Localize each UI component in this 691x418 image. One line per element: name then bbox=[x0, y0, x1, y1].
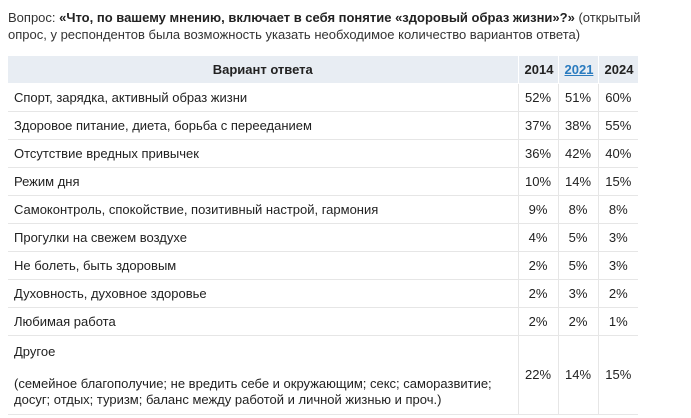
table-row: Духовность, духовное здоровье 2% 3% 2% bbox=[8, 279, 638, 308]
row-value-2024: 3% bbox=[597, 251, 638, 280]
row-value-2021: 51% bbox=[557, 83, 598, 112]
row-value-2014: 37% bbox=[517, 111, 558, 140]
row-value-2021: 8% bbox=[557, 195, 598, 224]
row-option-other: Другое (семейное благополучие; не вредит… bbox=[8, 335, 518, 415]
row-value-2024: 55% bbox=[597, 111, 638, 140]
row-value-2024: 1% bbox=[597, 307, 638, 336]
table-row: Режим дня 10% 14% 15% bbox=[8, 167, 638, 196]
row-value-2024: 8% bbox=[597, 195, 638, 224]
other-title: Другое bbox=[14, 344, 56, 359]
table-row: Самоконтроль, спокойствие, позитивный на… bbox=[8, 195, 638, 224]
row-value-2014: 2% bbox=[517, 251, 558, 280]
header-option: Вариант ответа bbox=[8, 56, 518, 84]
header-year-2021[interactable]: 2021 bbox=[557, 56, 598, 84]
row-value-2021: 38% bbox=[557, 111, 598, 140]
row-value-2024: 2% bbox=[597, 279, 638, 308]
table-row-other: Другое (семейное благополучие; не вредит… bbox=[8, 335, 638, 415]
year-2021-link[interactable]: 2021 bbox=[564, 62, 594, 77]
results-table: Вариант ответа 2014 2021 2024 Спорт, зар… bbox=[8, 56, 638, 415]
row-option: Здоровое питание, диета, борьба с переед… bbox=[8, 111, 518, 140]
table-row: Здоровое питание, диета, борьба с переед… bbox=[8, 111, 638, 140]
row-value-2014: 10% bbox=[517, 167, 558, 196]
row-value-2021: 42% bbox=[557, 139, 598, 168]
other-detail: (семейное благополучие; не вредить себе … bbox=[14, 376, 492, 407]
row-value-2021: 14% bbox=[557, 167, 598, 196]
row-value-2021: 5% bbox=[557, 251, 598, 280]
header-year-2024: 2024 bbox=[597, 56, 638, 84]
row-value-2014: 9% bbox=[517, 195, 558, 224]
row-value-2021: 5% bbox=[557, 223, 598, 252]
row-value-2021: 14% bbox=[557, 335, 598, 415]
table-row: Спорт, зарядка, активный образ жизни 52%… bbox=[8, 83, 638, 112]
row-option: Отсутствие вредных привычек bbox=[8, 139, 518, 168]
row-value-2014: 36% bbox=[517, 139, 558, 168]
table-row: Прогулки на свежем воздухе 4% 5% 3% bbox=[8, 223, 638, 252]
row-value-2014: 52% bbox=[517, 83, 558, 112]
table-header-row: Вариант ответа 2014 2021 2024 bbox=[8, 56, 638, 84]
row-option: Режим дня bbox=[8, 167, 518, 196]
question-text: Вопрос: «Что, по вашему мнению, включает… bbox=[8, 9, 678, 43]
row-value-2021: 2% bbox=[557, 307, 598, 336]
row-value-2021: 3% bbox=[557, 279, 598, 308]
row-value-2024: 60% bbox=[597, 83, 638, 112]
row-value-2024: 15% bbox=[597, 167, 638, 196]
row-value-2024: 3% bbox=[597, 223, 638, 252]
table-row: Отсутствие вредных привычек 36% 42% 40% bbox=[8, 139, 638, 168]
row-value-2014: 2% bbox=[517, 307, 558, 336]
row-option: Самоконтроль, спокойствие, позитивный на… bbox=[8, 195, 518, 224]
question-note: (открытый опрос, у респондентов была воз… bbox=[8, 10, 641, 42]
row-value-2014: 2% bbox=[517, 279, 558, 308]
table-row: Не болеть, быть здоровым 2% 5% 3% bbox=[8, 251, 638, 280]
row-option: Любимая работа bbox=[8, 307, 518, 336]
row-value-2014: 4% bbox=[517, 223, 558, 252]
row-option: Прогулки на свежем воздухе bbox=[8, 223, 518, 252]
row-option: Духовность, духовное здоровье bbox=[8, 279, 518, 308]
row-value-2024: 40% bbox=[597, 139, 638, 168]
row-value-2014: 22% bbox=[517, 335, 558, 415]
question-title: «Что, по вашему мнению, включает в себя … bbox=[59, 10, 575, 25]
header-year-2014: 2014 bbox=[517, 56, 558, 84]
table-row: Любимая работа 2% 2% 1% bbox=[8, 307, 638, 336]
row-option: Не болеть, быть здоровым bbox=[8, 251, 518, 280]
question-prefix: Вопрос: bbox=[8, 10, 60, 25]
row-value-2024: 15% bbox=[597, 335, 638, 415]
row-option: Спорт, зарядка, активный образ жизни bbox=[8, 83, 518, 112]
